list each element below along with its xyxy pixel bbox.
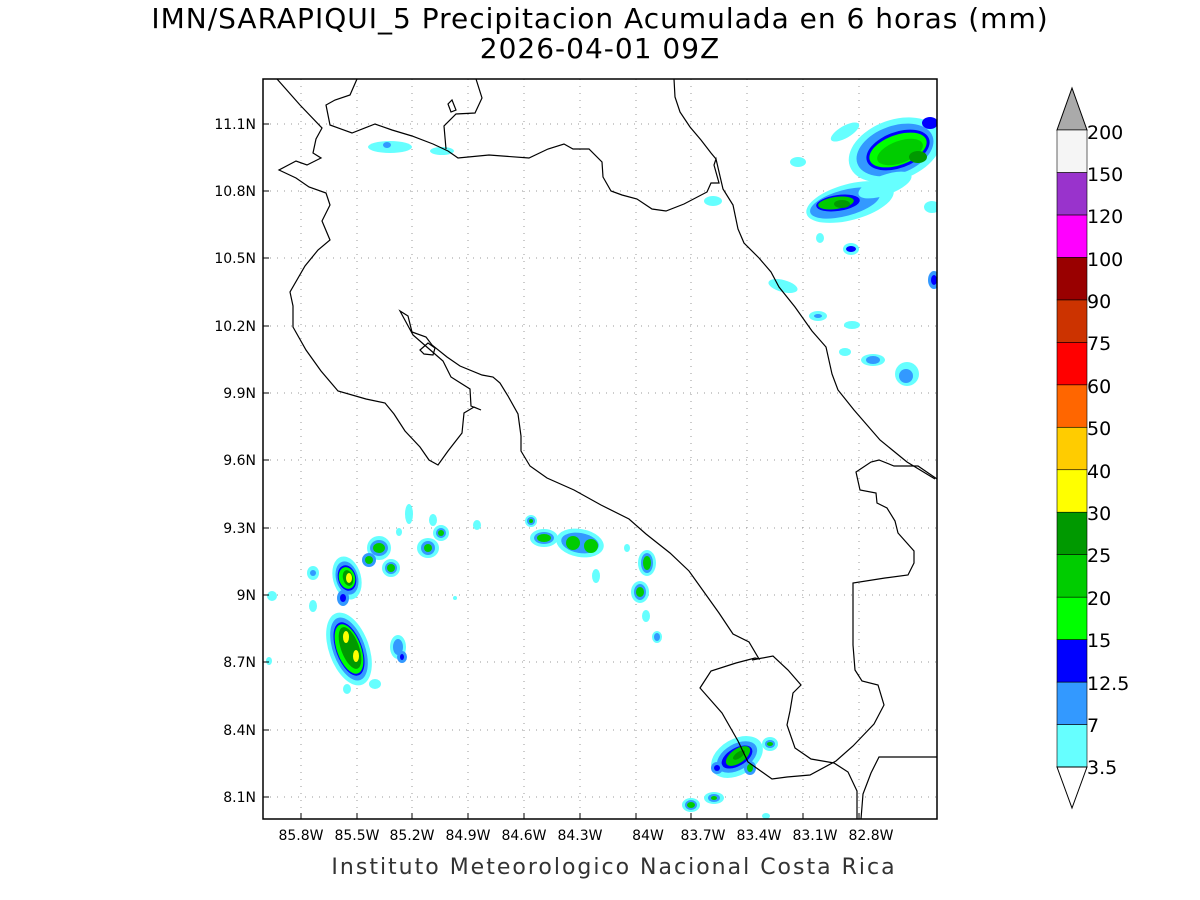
islet-north: [447, 98, 457, 113]
precip-cell-nicoya-gulf: [396, 504, 481, 600]
colorbar-swatch: [1056, 426, 1088, 471]
caribbean-coast-north: [443, 79, 483, 150]
lat-tick-label: 8.4N: [223, 723, 256, 739]
tick-marks: [263, 123, 860, 819]
lat-tick-label: 11.1N: [214, 117, 256, 133]
colorbar-swatch: [1056, 511, 1088, 555]
colorbar-labels: 3.5 7 12.5 15 20 25 30 40 50 60 75 90 10…: [1087, 122, 1129, 779]
colorbar-label: 150: [1087, 164, 1123, 186]
colorbar-bottom-arrow: [1056, 766, 1088, 810]
precip-cell-pacific-west: [266, 536, 400, 665]
lon-tick-label: 85.2W: [389, 828, 434, 844]
colorbar-swatch: [1056, 554, 1088, 598]
precip-cell-central-pacific: [525, 515, 630, 583]
colorbar-swatch: [1056, 172, 1088, 216]
lon-tick-label: 83.4W: [736, 828, 781, 844]
colorbar-label: 25: [1087, 545, 1111, 567]
colorbar-swatch: [1056, 724, 1088, 768]
map-subtitle-date: 2026-04-01 09Z: [479, 32, 721, 65]
precip-cell-north: [368, 141, 454, 155]
lat-tick-label: 10.5N: [214, 251, 256, 267]
lon-tick-label: 83.1W: [792, 828, 837, 844]
lat-tick-label: 9N: [237, 588, 256, 604]
colorbar-label: 90: [1087, 291, 1111, 313]
lon-tick-label: 82.8W: [848, 828, 893, 844]
map-title: IMN/SARAPIQUI_5 Precipitacion Acumulada …: [151, 2, 1049, 35]
caribbean-coast-east: [673, 79, 717, 160]
colorbar-label: 50: [1087, 418, 1111, 440]
lat-tick-label: 8.7N: [223, 655, 256, 671]
colorbar-swatch: [1056, 342, 1088, 386]
lon-tick-label: 84.3W: [557, 828, 602, 844]
lat-tick-label: 9.3N: [223, 521, 256, 537]
colorbar-label: 75: [1087, 333, 1111, 355]
colorbar-label: 40: [1087, 461, 1111, 483]
lon-tick-label: 84.9W: [445, 828, 490, 844]
lat-tick-labels: 11.1N 10.8N 10.5N 10.2N 9.9N 9.6N 9.3N 9…: [214, 117, 256, 806]
precip-cell-pacific-southwest: [326, 612, 407, 694]
colorbar-swatch: [1056, 596, 1088, 640]
colorbar-swatch: [1056, 469, 1088, 513]
lon-tick-label: 83.7W: [680, 828, 725, 844]
colorbar-label: 3.5: [1087, 757, 1117, 779]
colorbar-swatch: [1056, 299, 1088, 343]
colorbar-label: 200: [1087, 122, 1123, 144]
nicaragua-costa-rica-border: [325, 79, 936, 480]
lon-tick-label: 84W: [632, 828, 664, 844]
lat-tick-label: 10.8N: [214, 184, 256, 200]
footer-credit: Instituto Meteorologico Nacional Costa R…: [331, 855, 897, 880]
lon-tick-label: 85.5W: [334, 828, 379, 844]
colorbar-swatches: [1056, 129, 1088, 768]
colorbar-label: 7: [1087, 715, 1099, 737]
lat-tick-label: 10.2N: [214, 319, 256, 335]
precip-cell-caribbean-mid: [704, 171, 937, 289]
colorbar-swatch: [1056, 384, 1088, 428]
lake-island: [419, 342, 436, 356]
panama-border: [751, 655, 858, 819]
lat-tick-label: 9.9N: [223, 386, 256, 402]
lon-tick-label: 85.8W: [278, 828, 323, 844]
grid-lines: [263, 79, 937, 819]
colorbar-swatch: [1056, 214, 1088, 258]
colorbar-label: 20: [1087, 588, 1111, 610]
lat-tick-label: 9.6N: [223, 453, 256, 469]
colorbar-label: 30: [1087, 503, 1111, 525]
colorbar-label: 120: [1087, 206, 1123, 228]
lon-tick-label: 84.6W: [501, 828, 546, 844]
colorbar-legend: 3.5 7 12.5 15 20 25 30 40 50 60 75 90 10…: [1056, 86, 1129, 810]
lon-tick-labels: 85.8W 85.5W 85.2W 84.9W 84.6W 84.3W 84W …: [278, 828, 893, 844]
colorbar-top-arrow: [1056, 86, 1088, 131]
precip-cell-caribbean-coast: [768, 279, 919, 386]
colorbar-swatch: [1056, 257, 1088, 301]
colorbar-label: 60: [1087, 376, 1111, 398]
colorbar-label: 12.5: [1087, 673, 1129, 695]
plot-frame: [262, 78, 938, 820]
colorbar-swatch: [1056, 639, 1088, 683]
precip-cell-osa: [631, 550, 662, 643]
precipitation-fields: [266, 117, 937, 819]
colorbar-swatch: [1056, 681, 1088, 725]
colorbar-swatch: [1056, 129, 1088, 173]
panama-gulf: [860, 756, 937, 819]
precip-cell-caribbean-ne: [790, 117, 937, 183]
colorbar-label: 100: [1087, 249, 1123, 271]
coastlines: [276, 79, 937, 819]
precip-cell-south: [682, 736, 778, 819]
nicaragua-pacific-coast: [276, 79, 937, 780]
lat-tick-label: 8.1N: [223, 790, 256, 806]
colorbar-label: 15: [1087, 630, 1111, 652]
